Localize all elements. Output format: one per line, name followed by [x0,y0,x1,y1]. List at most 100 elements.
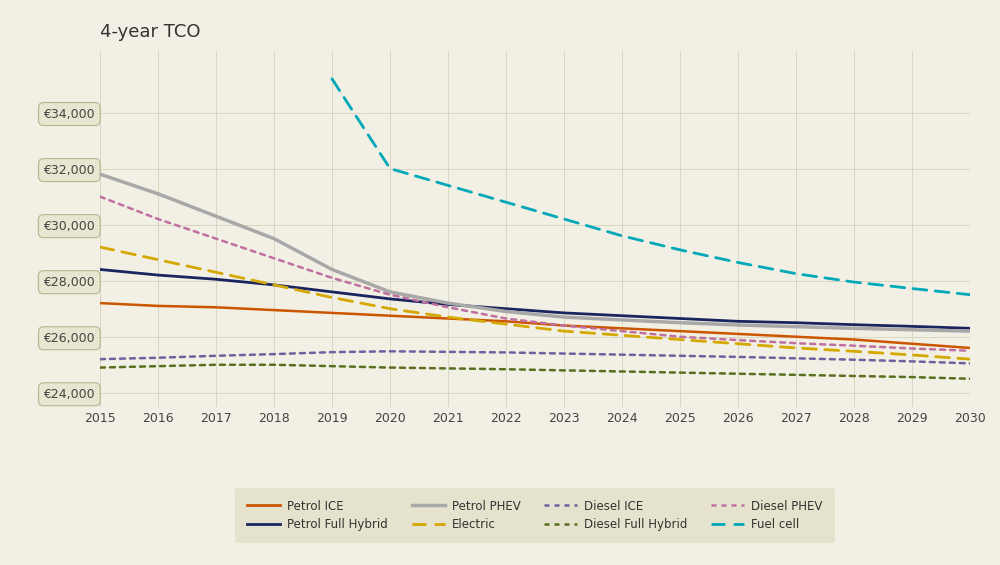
Petrol ICE [790,333,802,340]
Electric [210,269,222,276]
Diesel Full Hybrid [326,363,338,370]
Diesel Full Hybrid [906,373,918,380]
Petrol Full Hybrid [442,301,454,308]
Electric [964,356,976,363]
Fuel cell [848,279,860,285]
Petrol ICE [268,307,280,314]
Petrol Full Hybrid [268,281,280,288]
Diesel ICE [616,351,628,358]
Diesel PHEV [906,345,918,352]
Petrol PHEV [326,266,338,273]
Diesel ICE [384,348,396,355]
Text: 4-year TCO: 4-year TCO [100,23,200,41]
Petrol PHEV [906,327,918,333]
Petrol PHEV [152,190,164,197]
Diesel ICE [732,354,744,360]
Fuel cell [790,270,802,277]
Diesel Full Hybrid [268,362,280,368]
Line: Petrol ICE: Petrol ICE [100,303,970,348]
Petrol PHEV [94,171,106,177]
Diesel Full Hybrid [500,366,512,373]
Petrol PHEV [616,316,628,323]
Diesel Full Hybrid [442,365,454,372]
Fuel cell [384,165,396,172]
Petrol Full Hybrid [674,315,686,322]
Diesel PHEV [152,216,164,223]
Line: Petrol PHEV: Petrol PHEV [100,174,970,331]
Diesel ICE [268,351,280,358]
Petrol PHEV [964,328,976,334]
Diesel Full Hybrid [616,368,628,375]
Petrol PHEV [848,325,860,332]
Petrol Full Hybrid [94,266,106,273]
Electric [616,332,628,339]
Diesel ICE [906,358,918,365]
Legend: Petrol ICE, Petrol Full Hybrid, Petrol PHEV, Electric, Diesel ICE, Diesel Full H: Petrol ICE, Petrol Full Hybrid, Petrol P… [235,488,835,544]
Petrol Full Hybrid [558,310,570,316]
Diesel ICE [210,353,222,359]
Diesel ICE [500,349,512,356]
Diesel PHEV [384,292,396,298]
Diesel PHEV [964,347,976,354]
Electric [674,336,686,343]
Petrol ICE [210,304,222,311]
Diesel Full Hybrid [210,362,222,368]
Diesel PHEV [848,342,860,349]
Diesel PHEV [790,340,802,346]
Diesel PHEV [732,337,744,344]
Electric [152,257,164,263]
Diesel ICE [152,354,164,361]
Diesel Full Hybrid [94,364,106,371]
Line: Diesel PHEV: Diesel PHEV [100,197,970,351]
Diesel Full Hybrid [558,367,570,374]
Diesel PHEV [442,304,454,311]
Petrol Full Hybrid [848,321,860,328]
Diesel ICE [94,356,106,363]
Petrol ICE [326,310,338,316]
Line: Fuel cell: Fuel cell [332,79,970,295]
Line: Diesel Full Hybrid: Diesel Full Hybrid [100,365,970,379]
Petrol PHEV [500,308,512,315]
Petrol PHEV [732,321,744,328]
Petrol Full Hybrid [326,289,338,295]
Fuel cell [616,232,628,239]
Electric [442,314,454,320]
Electric [790,345,802,351]
Petrol ICE [442,315,454,322]
Petrol ICE [674,328,686,334]
Diesel ICE [790,355,802,362]
Petrol Full Hybrid [906,323,918,330]
Line: Electric: Electric [100,247,970,359]
Petrol PHEV [210,213,222,220]
Diesel PHEV [326,275,338,281]
Petrol ICE [558,322,570,329]
Diesel ICE [326,349,338,355]
Electric [906,351,918,358]
Petrol PHEV [674,319,686,326]
Petrol PHEV [384,289,396,295]
Diesel ICE [964,360,976,367]
Electric [848,348,860,355]
Petrol ICE [616,325,628,332]
Electric [558,328,570,334]
Fuel cell [500,199,512,206]
Fuel cell [732,259,744,266]
Diesel Full Hybrid [152,363,164,370]
Diesel ICE [848,357,860,363]
Diesel PHEV [210,235,222,242]
Fuel cell [558,216,570,223]
Petrol PHEV [268,235,280,242]
Electric [732,340,744,347]
Diesel PHEV [558,322,570,329]
Line: Petrol Full Hybrid: Petrol Full Hybrid [100,270,970,328]
Petrol Full Hybrid [790,319,802,326]
Diesel PHEV [500,315,512,322]
Diesel Full Hybrid [384,364,396,371]
Diesel ICE [558,350,570,357]
Fuel cell [442,182,454,189]
Fuel cell [674,246,686,253]
Electric [500,321,512,328]
Petrol Full Hybrid [152,272,164,279]
Diesel ICE [674,353,686,359]
Petrol ICE [500,318,512,325]
